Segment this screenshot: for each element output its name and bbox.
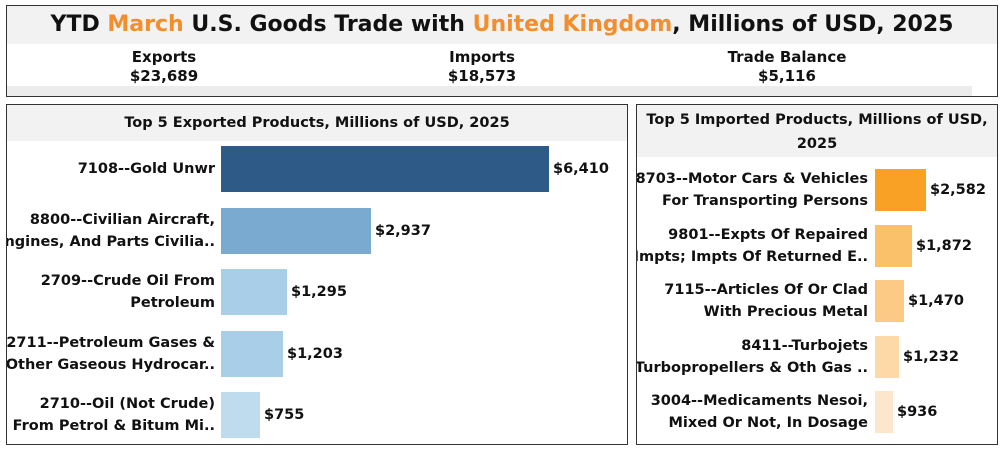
export-category-label: 2710--Oil (Not Crude) From Petrol & Bitum… [12, 396, 215, 434]
imports-chart-title: Top 5 Imported Products, Millions of USD… [637, 105, 997, 157]
title-country: United Kingdom [472, 12, 673, 37]
export-bar [221, 392, 260, 438]
summary-panel: YTD March U.S. Goods Trade with United K… [6, 5, 998, 97]
title-prefix: YTD [50, 12, 100, 37]
import-bar [875, 391, 893, 433]
kpi-imports: Imports $18,573 [317, 48, 647, 86]
kpi-exports-value: $23,689 [129, 67, 199, 85]
exports-chart-title: Top 5 Exported Products, Millions of USD… [7, 105, 627, 141]
import-bar [875, 280, 904, 322]
imports-chart-panel: Top 5 Imported Products, Millions of USD… [636, 104, 998, 445]
import-category-label: 7115--Articles Of Or Clad With Precious M… [664, 282, 868, 320]
kpi-exports-label: Exports [131, 48, 197, 66]
kpi-imports-label: Imports [449, 48, 515, 66]
export-value-label: $1,203 [287, 345, 343, 362]
export-value-label: $6,410 [553, 161, 609, 177]
import-value-label: $1,470 [908, 293, 964, 309]
kpi-imports-value: $18,573 [447, 67, 517, 85]
import-value-label: $1,232 [903, 348, 959, 365]
export-bar [221, 269, 287, 315]
export-category-label: 8800--Civilian Aircraft, Engines, And Par… [6, 211, 215, 250]
export-value-label: $2,937 [375, 222, 431, 239]
import-bar [875, 169, 926, 211]
kpi-scrollbar[interactable] [7, 86, 972, 96]
export-bar [221, 146, 549, 192]
import-category-label: 8411--Turbojets Turbopropellers & Oth Gas… [636, 337, 868, 376]
export-category-label: 7108--Gold Unwr [77, 161, 215, 177]
import-category-label: 3004--Medicaments Nesoi, Mixed Or Not, In… [650, 393, 868, 431]
export-bar [221, 207, 371, 254]
import-value-label: $2,582 [930, 182, 986, 198]
kpi-balance-value: $5,116 [758, 67, 816, 85]
title-suffix: , Millions of USD, 2025 [672, 12, 954, 37]
export-value-label: $1,295 [291, 284, 347, 300]
import-bar [875, 335, 899, 378]
kpi-balance-label: Trade Balance [727, 48, 847, 66]
import-category-label: 8703--Motor Cars & Vehicles For Transport… [636, 171, 868, 209]
export-value-label: $755 [264, 407, 305, 423]
import-category-label: 9801--Expts Of Repaired Impts; Impts Of R… [636, 226, 868, 265]
exports-chart-panel: Top 5 Exported Products, Millions of USD… [6, 104, 628, 445]
import-value-label: $936 [897, 404, 938, 420]
export-category-label: 2711--Petroleum Gases & Other Gaseous Hyd… [6, 334, 215, 373]
kpi-trade-balance: Trade Balance $5,116 [622, 48, 952, 86]
dashboard-title: YTD March U.S. Goods Trade with United K… [7, 6, 997, 44]
import-value-label: $1,872 [916, 237, 972, 254]
title-month: March [107, 12, 184, 37]
title-middle: U.S. Goods Trade with [191, 12, 465, 37]
import-bar [875, 224, 912, 267]
kpi-exports: Exports $23,689 [7, 48, 329, 86]
export-bar [221, 330, 283, 377]
export-category-label: 2709--Crude Oil From Petroleum [40, 273, 215, 311]
